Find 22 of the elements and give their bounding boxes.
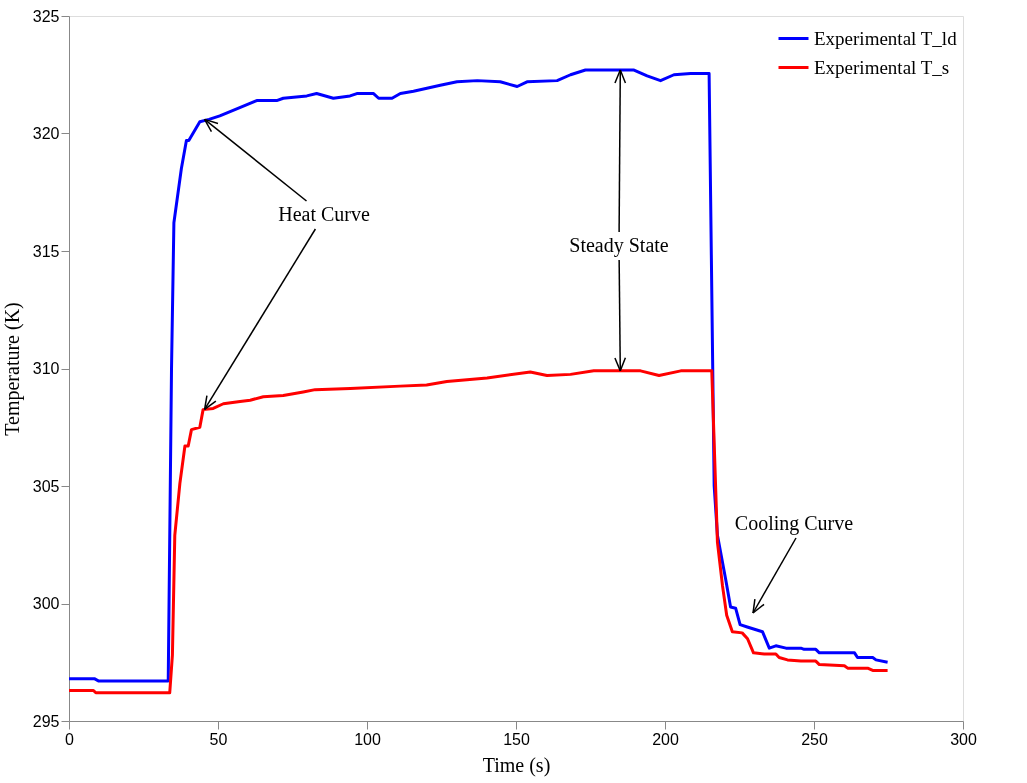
legend-label: Experimental T_ld: [814, 27, 958, 49]
annotation: Steady State: [569, 234, 669, 257]
y-tick-label: 320: [32, 125, 60, 142]
line-series: [67, 369, 890, 695]
annotation: Heat Curve: [278, 203, 370, 225]
annotation: Cooling Curve: [734, 512, 854, 535]
y-tick-label: 310: [32, 360, 60, 377]
x-tick-label: 0: [65, 730, 75, 748]
x-tick-label: 100: [354, 730, 381, 748]
y-tick-label: 295: [32, 712, 60, 730]
x-tick-label: 200: [652, 730, 679, 748]
y-tick-label: 325: [32, 7, 60, 25]
y-axis-title: Temperature (K): [0, 302, 24, 436]
x-tick-label: 150: [503, 730, 530, 748]
y-tick-label: 315: [32, 242, 60, 260]
x-tick-label: 250: [801, 730, 828, 748]
legend-label: Experimental T_s: [814, 56, 950, 78]
x-tick-label: 50: [209, 730, 228, 748]
y-tick-label: 300: [32, 595, 60, 612]
y-tick-label: 305: [32, 477, 60, 495]
x-tick-label: 300: [950, 730, 977, 748]
x-axis-title: Time (s): [482, 753, 551, 777]
